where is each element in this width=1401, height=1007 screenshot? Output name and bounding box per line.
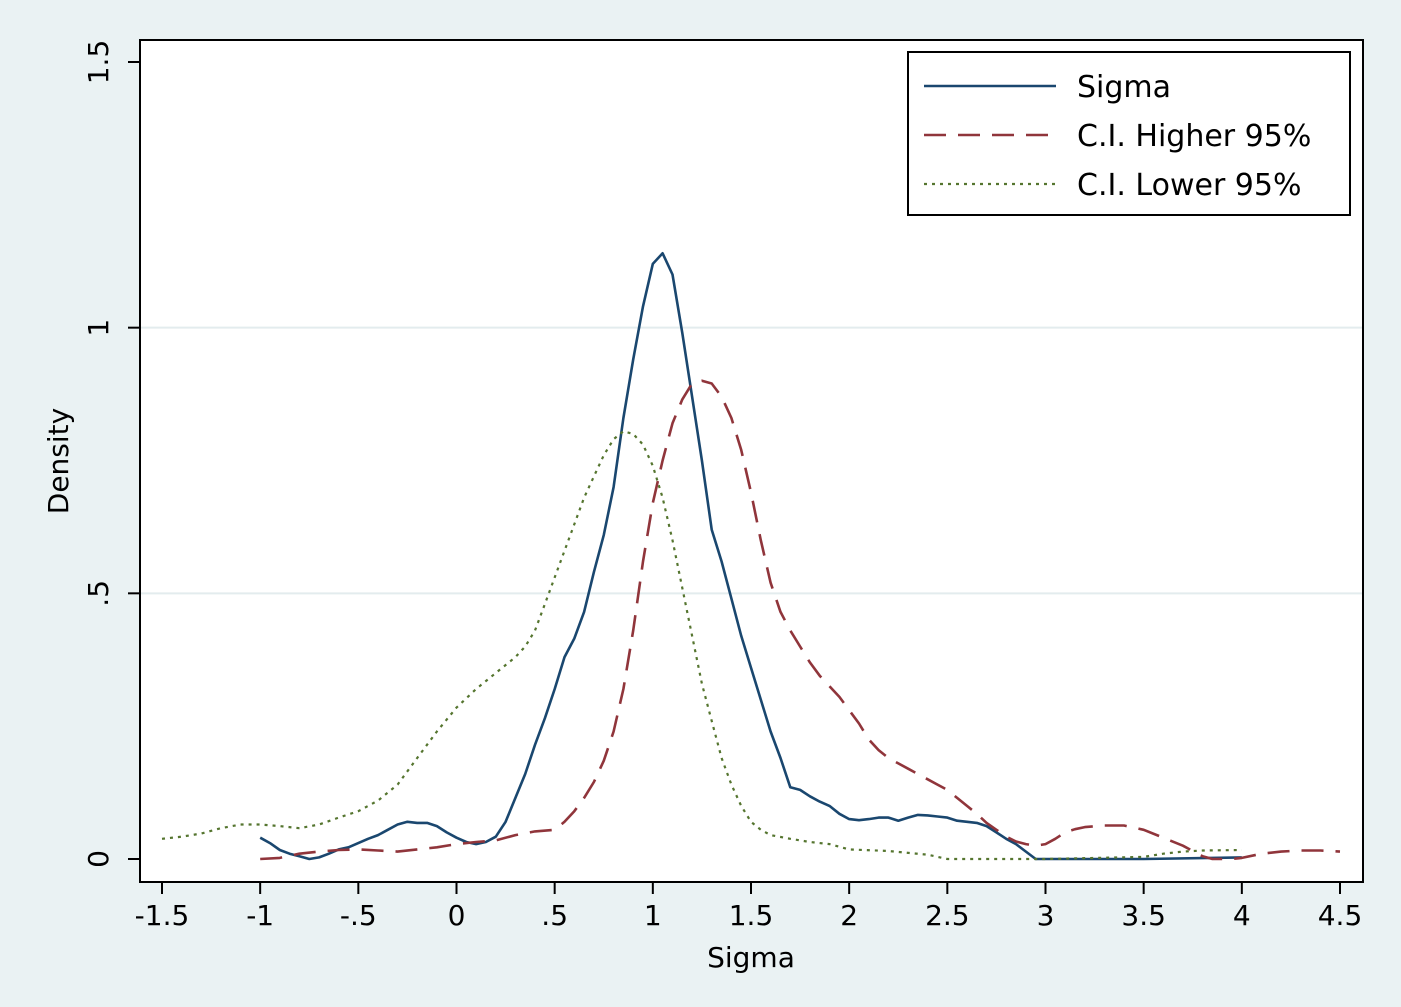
grid-lines [140,326,1363,595]
x-tick-label-11: 4 [1233,899,1251,932]
x-tick-label-2: -.5 [340,899,377,932]
legend-label-3: C.I. Lower 95% [1077,168,1302,203]
y-axis-title: Density [42,408,75,514]
x-tick-label-7: 2 [840,899,858,932]
x-tick-label-4: .5 [541,899,568,932]
x-tick-label-0: -1.5 [135,899,190,932]
x-tick-label-10: 3.5 [1121,899,1166,932]
x-tick-label-9: 3 [1037,899,1055,932]
y-tick-label-2: 1 [82,319,115,337]
series-line-1 [259,252,1242,861]
y-tick-label-3: 1.5 [82,40,115,85]
y-tick-label-0: 0 [82,850,115,868]
legend: Sigma C.I. Higher 95% C.I. Lower 95% [907,51,1351,216]
x-tick-label-1: -1 [246,899,274,932]
series-line-2 [260,379,1341,861]
y-tick-label-1: .5 [82,580,115,607]
x-tick-label-5: 1 [644,899,662,932]
x-tick-label-6: 1.5 [729,899,774,932]
legend-label-2: C.I. Higher 95% [1077,119,1311,154]
legend-box [907,51,1351,216]
axes: -1.5 -1 -.5 0 .5 1 1.5 2 2.5 3 3.5 4 4.5 0 .5 1 1.5 [82,39,1364,932]
x-tick-label-8: 2.5 [925,899,970,932]
x-tick-label-3: 0 [448,899,466,932]
legend-label-1: Sigma [1077,70,1171,105]
x-axis-title: Sigma [707,941,795,974]
x-tick-label-12: 4.5 [1318,899,1363,932]
series-lines [161,252,1341,861]
